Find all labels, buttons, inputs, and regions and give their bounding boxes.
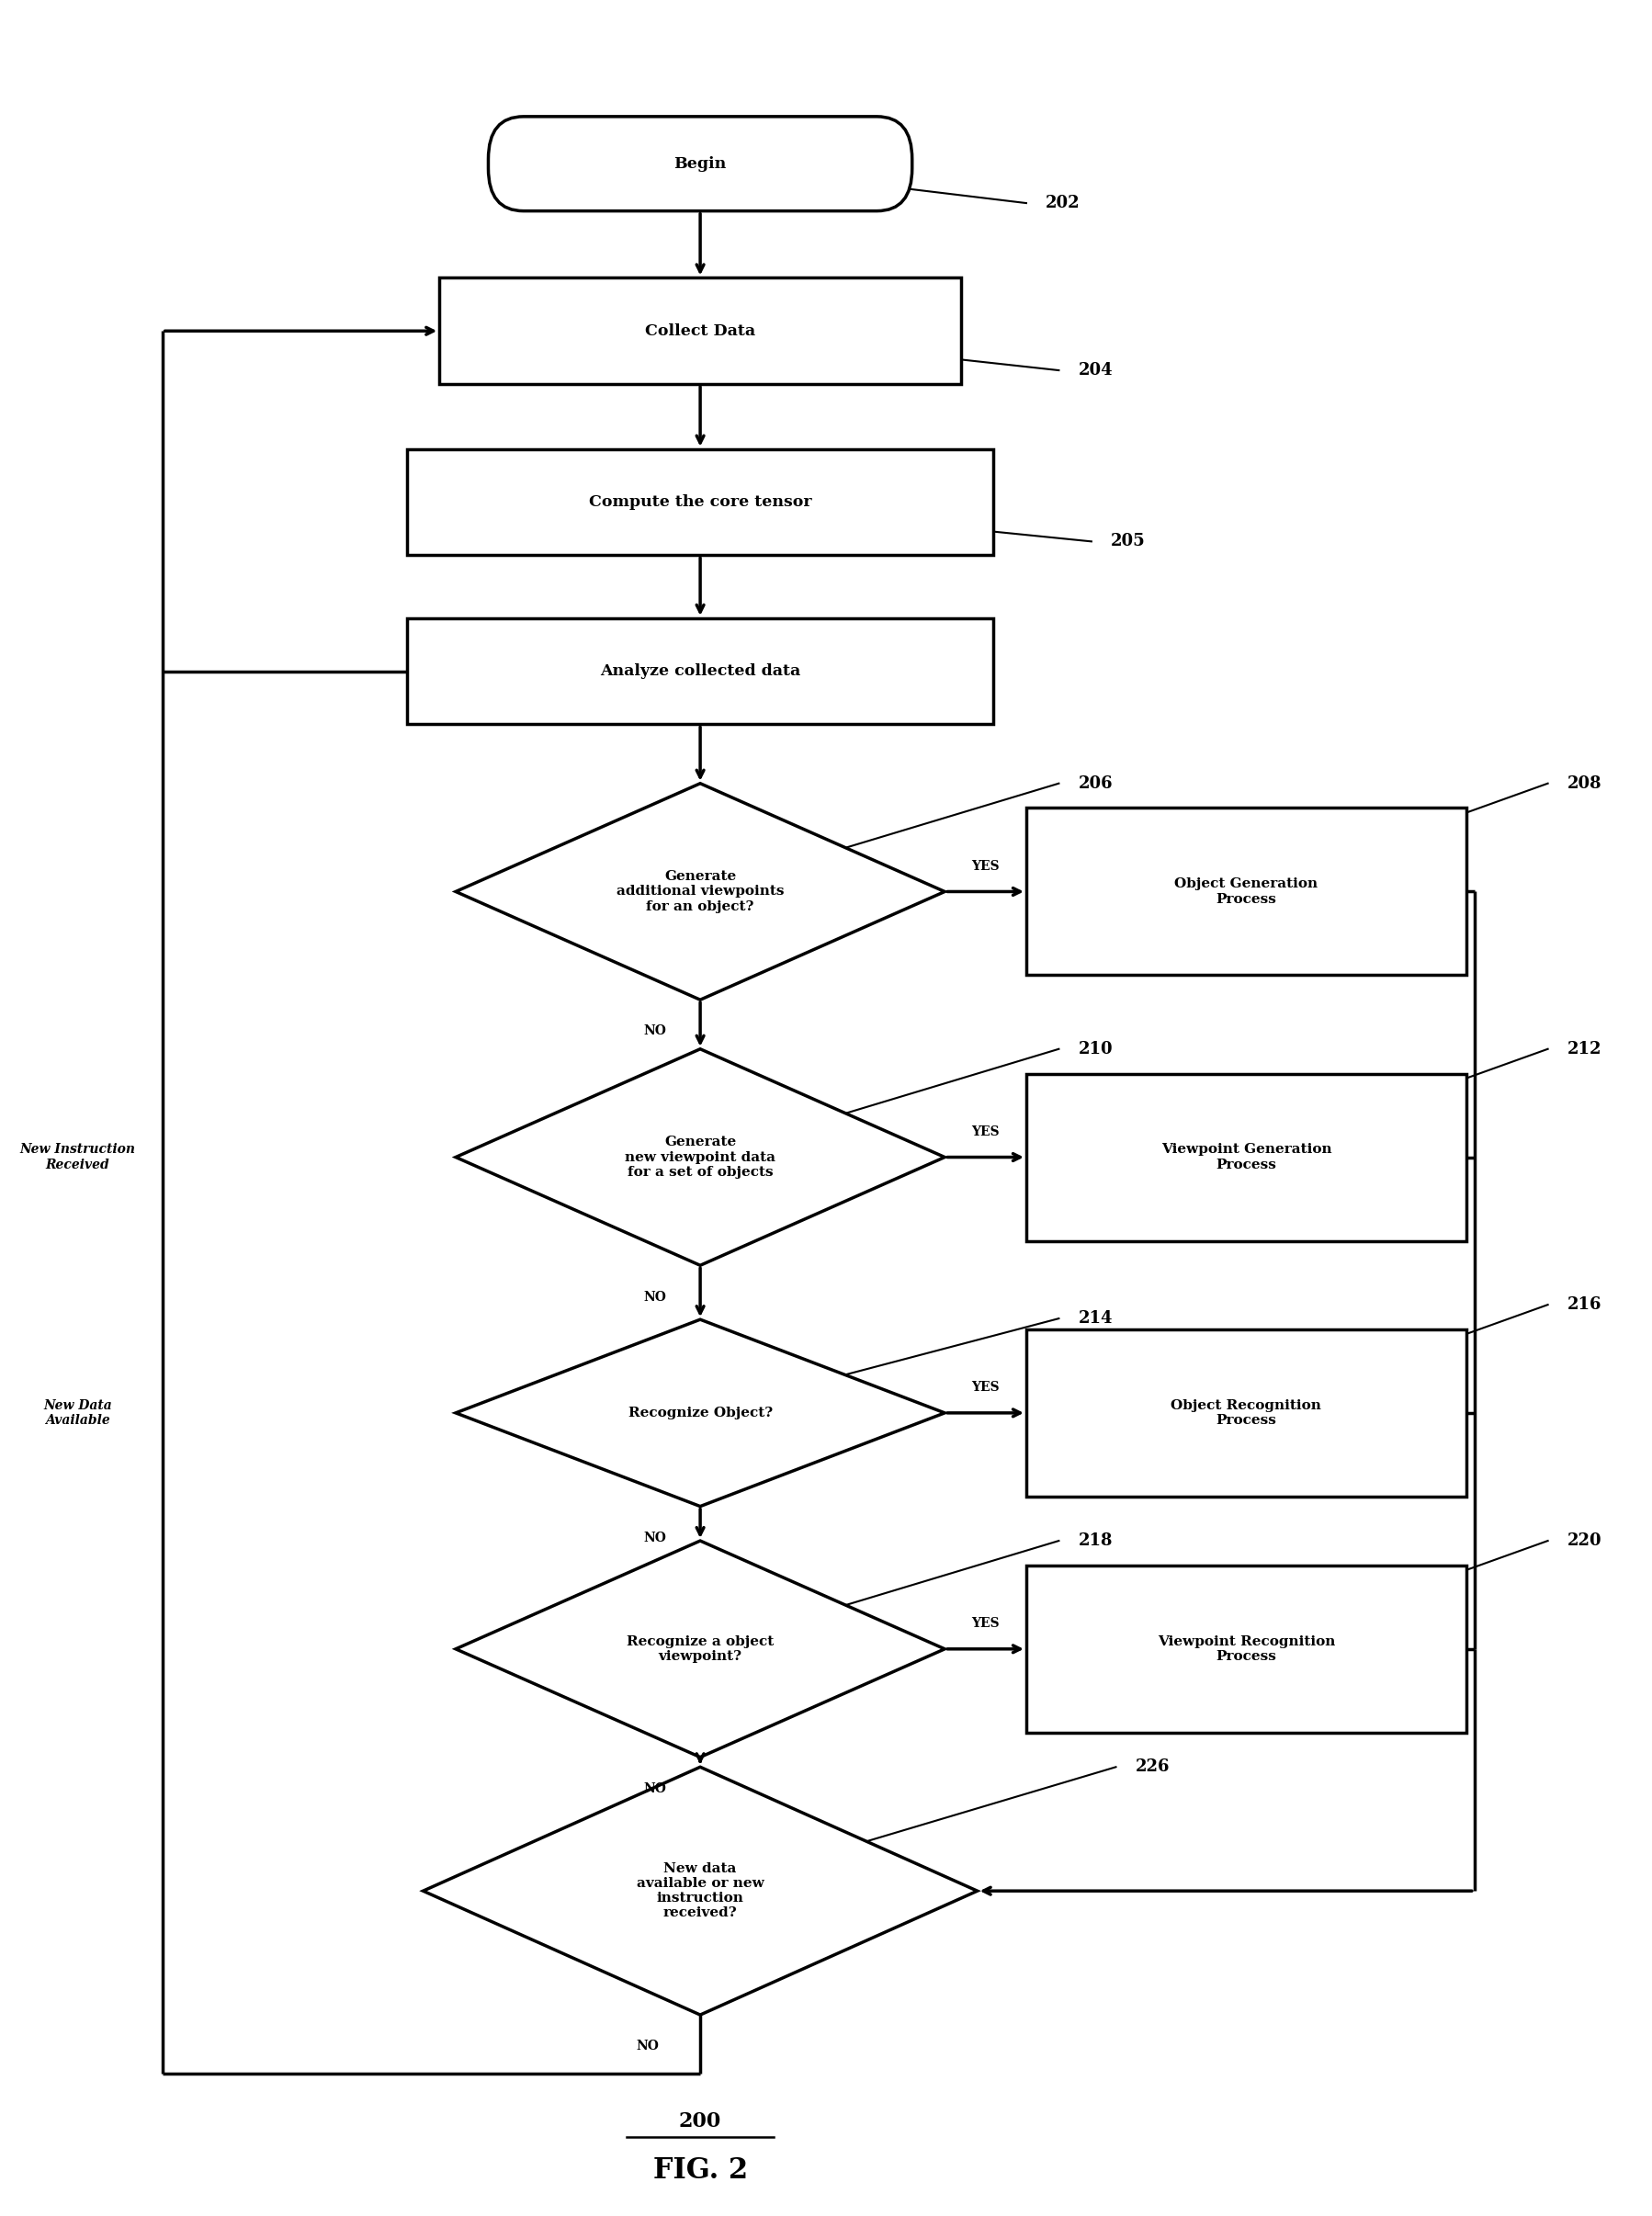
Text: Generate
additional viewpoints
for an object?: Generate additional viewpoints for an ob… (616, 871, 785, 913)
Bar (406, 618, 993, 725)
Text: New Data
Available: New Data Available (43, 1398, 112, 1427)
Text: Begin: Begin (674, 155, 727, 171)
Text: Analyze collected data: Analyze collected data (600, 663, 801, 678)
Text: NO: NO (643, 1782, 666, 1795)
Text: Collect Data: Collect Data (644, 324, 755, 339)
Bar (1026, 1330, 1467, 1496)
Text: 214: 214 (1079, 1310, 1113, 1327)
Text: 218: 218 (1079, 1533, 1113, 1549)
Bar (1026, 809, 1467, 975)
Text: Object Recognition
Process: Object Recognition Process (1171, 1398, 1322, 1427)
Text: 210: 210 (1079, 1042, 1113, 1057)
Text: 226: 226 (1135, 1760, 1170, 1775)
Bar (1026, 1073, 1467, 1241)
Text: 202: 202 (1046, 195, 1080, 211)
Text: New Instruction
Received: New Instruction Received (20, 1143, 135, 1170)
Text: NO: NO (643, 1531, 666, 1545)
Polygon shape (456, 1540, 945, 1757)
Text: 208: 208 (1568, 776, 1602, 791)
Polygon shape (423, 1766, 978, 2014)
Text: Viewpoint Generation
Process: Viewpoint Generation Process (1161, 1143, 1332, 1170)
Bar (1026, 1564, 1467, 1733)
Text: 216: 216 (1568, 1296, 1602, 1314)
Bar (406, 450, 993, 556)
Text: 205: 205 (1112, 534, 1146, 550)
Polygon shape (456, 1319, 945, 1507)
Polygon shape (456, 784, 945, 999)
Text: Object Generation
Process: Object Generation Process (1175, 878, 1318, 906)
Text: 220: 220 (1568, 1533, 1602, 1549)
Text: YES: YES (971, 1126, 999, 1139)
Text: FIG. 2: FIG. 2 (653, 2156, 748, 2185)
Text: YES: YES (971, 860, 999, 873)
Text: NO: NO (636, 2041, 659, 2052)
Text: 212: 212 (1568, 1042, 1602, 1057)
Text: 206: 206 (1079, 776, 1113, 791)
Text: YES: YES (971, 1618, 999, 1629)
Text: New data
available or new
instruction
received?: New data available or new instruction re… (636, 1861, 763, 1919)
Text: NO: NO (643, 1290, 666, 1303)
Text: NO: NO (643, 1024, 666, 1037)
FancyBboxPatch shape (489, 117, 912, 211)
Text: 200: 200 (679, 2112, 722, 2132)
Text: 204: 204 (1079, 361, 1113, 379)
Text: Recognize a object
viewpoint?: Recognize a object viewpoint? (626, 1635, 773, 1662)
Text: Viewpoint Recognition
Process: Viewpoint Recognition Process (1158, 1635, 1335, 1662)
Text: Generate
new viewpoint data
for a set of objects: Generate new viewpoint data for a set of… (624, 1137, 775, 1179)
Text: Recognize Object?: Recognize Object? (628, 1407, 773, 1418)
Text: Compute the core tensor: Compute the core tensor (588, 494, 811, 510)
Polygon shape (456, 1048, 945, 1265)
Bar (439, 277, 961, 383)
Text: YES: YES (971, 1381, 999, 1394)
